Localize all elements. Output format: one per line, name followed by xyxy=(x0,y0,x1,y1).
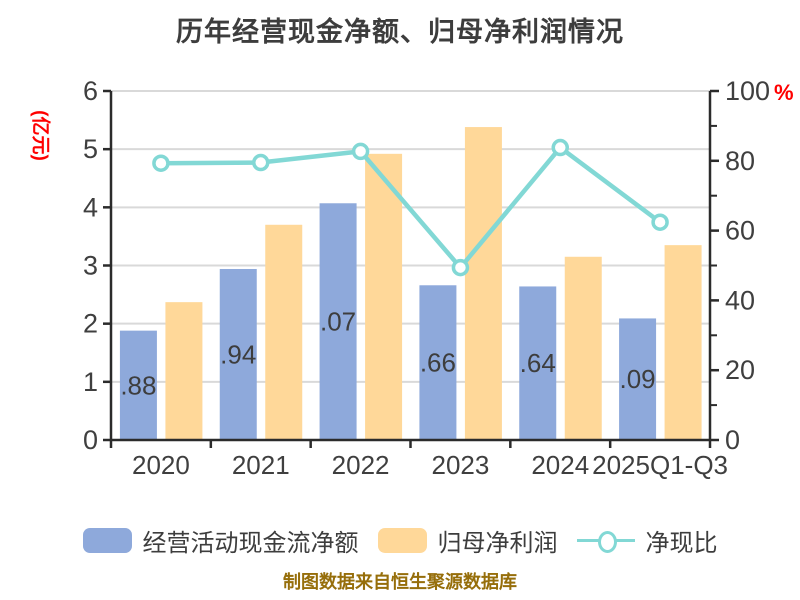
svg-text:.94: .94 xyxy=(220,339,256,369)
legend-label: 归母净利润 xyxy=(437,529,558,557)
svg-text:3: 3 xyxy=(83,251,98,281)
svg-text:20: 20 xyxy=(725,355,755,385)
chart-plot-area: .88.94.07.66.64.090123456020406080100202… xyxy=(83,76,770,480)
svg-text:.88: .88 xyxy=(120,370,156,400)
svg-text:0: 0 xyxy=(83,425,98,455)
svg-text:4: 4 xyxy=(83,192,98,222)
svg-text:6: 6 xyxy=(83,76,98,106)
svg-text:100: 100 xyxy=(725,76,770,106)
svg-text:2022: 2022 xyxy=(332,450,390,480)
chart-title: 历年经营现金净额、归母净利润情况 xyxy=(176,17,624,47)
legend-item-cash-ratio: 净现比 xyxy=(576,523,718,558)
svg-text:2025Q1-Q3: 2025Q1-Q3 xyxy=(592,450,728,480)
svg-text:1: 1 xyxy=(83,367,98,397)
svg-text:60: 60 xyxy=(725,216,755,246)
svg-text:40: 40 xyxy=(725,285,755,315)
net-profit-swatch-icon xyxy=(377,527,427,553)
svg-text:80: 80 xyxy=(725,146,755,176)
right-axis-unit-label: % xyxy=(774,80,794,105)
svg-text:.64: .64 xyxy=(520,348,556,378)
svg-text:.66: .66 xyxy=(420,348,456,378)
svg-text:2024: 2024 xyxy=(531,450,589,480)
cash-ratio-line-marker-icon xyxy=(576,528,635,553)
legend-item-operating-cash-flow: 经营活动现金流净额 xyxy=(82,523,359,558)
legend-label: 经营活动现金流净额 xyxy=(142,529,359,557)
svg-text:.09: .09 xyxy=(620,364,656,394)
legend-item-net-profit: 归母净利润 xyxy=(377,523,558,558)
svg-text:2021: 2021 xyxy=(232,450,290,480)
chart-legend: 经营活动现金流净额 归母净利润 净现比 xyxy=(0,518,800,562)
svg-text:2: 2 xyxy=(83,309,98,339)
data-source-note: 制图数据来自恒生聚源数据库 xyxy=(283,572,517,592)
svg-text:5: 5 xyxy=(83,134,98,164)
svg-text:.07: .07 xyxy=(320,307,356,337)
cash-flow-swatch-icon xyxy=(82,527,132,553)
svg-text:2023: 2023 xyxy=(431,450,489,480)
legend-label: 净现比 xyxy=(645,529,718,557)
svg-text:2020: 2020 xyxy=(132,450,190,480)
svg-text:0: 0 xyxy=(725,425,740,455)
